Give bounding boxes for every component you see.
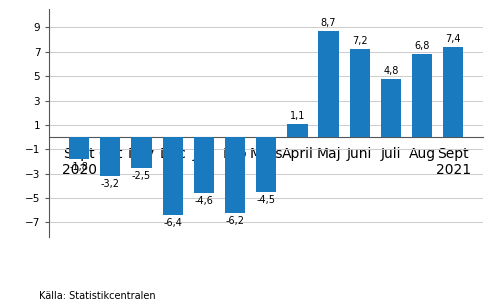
Text: -4,5: -4,5 <box>257 195 276 205</box>
Bar <box>381 79 401 137</box>
Text: 7,4: 7,4 <box>446 34 461 44</box>
Text: -6,2: -6,2 <box>225 216 245 226</box>
Bar <box>131 137 152 168</box>
Text: -1,8: -1,8 <box>70 162 89 172</box>
Bar <box>256 137 277 192</box>
Text: -4,6: -4,6 <box>194 196 213 206</box>
Text: Källa: Statistikcentralen: Källa: Statistikcentralen <box>39 291 156 301</box>
Bar <box>412 54 432 137</box>
Text: 6,8: 6,8 <box>415 41 430 51</box>
Text: -2,5: -2,5 <box>132 171 151 181</box>
Bar <box>287 124 308 137</box>
Text: -6,4: -6,4 <box>163 218 182 228</box>
Bar <box>350 49 370 137</box>
Text: -3,2: -3,2 <box>101 179 120 189</box>
Bar <box>318 31 339 137</box>
Text: 7,2: 7,2 <box>352 36 368 46</box>
Text: 8,7: 8,7 <box>321 18 336 28</box>
Bar <box>100 137 120 176</box>
Bar <box>443 47 463 137</box>
Text: 1,1: 1,1 <box>290 111 305 121</box>
Bar <box>194 137 214 193</box>
Bar <box>163 137 183 215</box>
Bar <box>69 137 89 159</box>
Bar <box>225 137 245 213</box>
Text: 4,8: 4,8 <box>383 66 399 76</box>
